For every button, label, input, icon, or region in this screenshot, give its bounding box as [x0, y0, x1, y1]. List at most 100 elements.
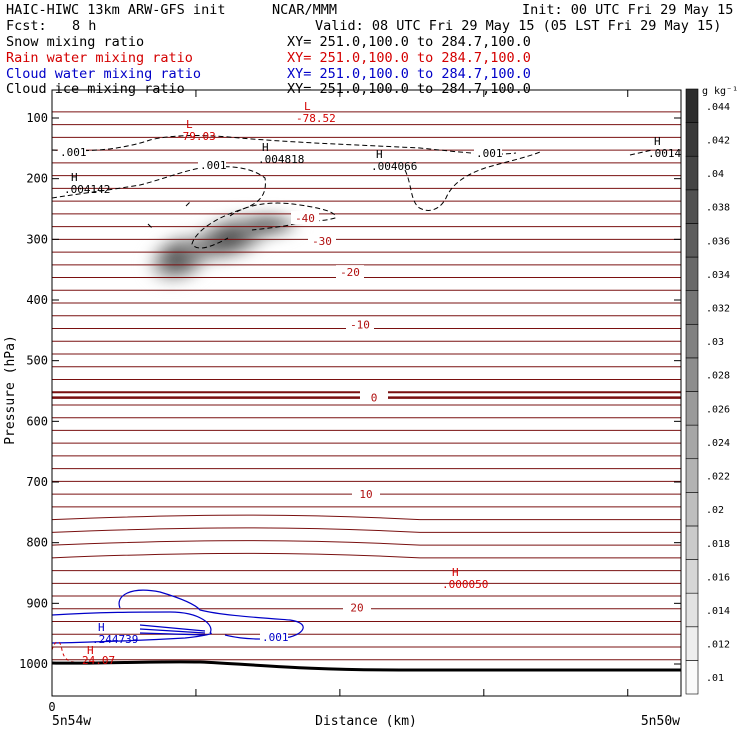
y-tick-label: 700 [26, 475, 48, 489]
y-tick-label: 400 [26, 293, 48, 307]
temperature-contour-label: -30 [312, 235, 332, 248]
extremum-value: .000050 [442, 578, 488, 591]
x-endpoint-right: 5n50w [641, 714, 680, 729]
colorbar-swatch [685, 424, 699, 460]
colorbar-label: .042 [706, 135, 730, 146]
model-title: HAIC-HIWC 13km ARW-GFS init [6, 2, 226, 18]
terrain-surface [52, 660, 681, 672]
colorbar-label: .016 [706, 572, 730, 583]
colorbar-label: .022 [706, 472, 730, 483]
colorbar-label: .036 [706, 236, 730, 247]
extremum-marker: L [304, 100, 311, 113]
colorbar: .01 .012 .014 .016 .018 .02 .022 .024 .026 .028 .0… [685, 88, 730, 695]
colorbar-swatch [685, 323, 699, 359]
colorbar-label: .028 [706, 371, 730, 382]
colorbar-label: .012 [706, 640, 730, 651]
mixing-ratio-contour-label: .001 [200, 159, 227, 172]
field-xy-snow: XY= 251.0,100.0 to 284.7,100.0 [287, 34, 531, 50]
colorbar-label: .03 [706, 337, 724, 348]
colorbar-swatch [685, 122, 699, 157]
colorbar-swatch [685, 290, 699, 325]
temperature-contour-label: -40 [295, 212, 315, 225]
field-name-snow: Snow mixing ratio [6, 34, 145, 50]
colorbar-swatch [685, 458, 699, 493]
forecast-hours: 8 h [72, 18, 97, 34]
colorbar-label: .02 [706, 505, 724, 516]
cloud-ice-contour [629, 149, 653, 156]
colorbar-swatch [685, 559, 699, 594]
y-axis-label: Pressure (hPa) [3, 335, 18, 445]
init-time: Init: 00 UTC Fri 29 May 15 [522, 2, 734, 18]
extremum-value: .004066 [371, 160, 417, 173]
extremum-marker: L [186, 118, 193, 131]
extremum-marker: H [376, 148, 383, 161]
extremum-marker: H [262, 141, 269, 154]
colorbar-swatch [685, 391, 699, 426]
colorbar-swatch [685, 660, 699, 695]
cloud-ice-contour [52, 166, 266, 249]
extremum-marker: H [71, 171, 78, 184]
colorbar-swatch [685, 626, 699, 661]
colorbar-label: .026 [706, 404, 730, 415]
extremum-value: .004142 [64, 183, 110, 196]
temperature-contour-label: -20 [340, 266, 360, 279]
temperature-contour-label: -10 [350, 318, 370, 331]
x-axis-ticks [51, 90, 629, 696]
colorbar-label: .032 [706, 303, 730, 314]
extremum-marker: H [87, 644, 94, 657]
cloud-water-contour [52, 611, 212, 634]
cloud-ice-contour [404, 151, 541, 211]
field-name-cloud-ice: Cloud ice mixing ratio [6, 81, 185, 97]
y-tick-label: 500 [26, 354, 48, 368]
colorbar-label: .014 [706, 606, 730, 617]
temperature-contour-label: 10 [359, 488, 372, 501]
y-tick-label: 200 [26, 172, 48, 186]
x-axis-label: Distance (km) [315, 714, 417, 729]
cloud-ice-contour [147, 201, 191, 229]
temperature-isotherm [52, 514, 681, 521]
temperature-contour-label: 20 [350, 602, 363, 615]
extremum-value: .0014 [648, 147, 681, 160]
x-endpoint-left: 5n54w [52, 714, 91, 729]
snow-mixing-ratio-shading [141, 207, 305, 288]
colorbar-swatch [685, 357, 699, 392]
colorbar-swatch [685, 256, 699, 291]
colorbar-label: .044 [706, 102, 730, 113]
extremum-value: -79.03 [176, 130, 216, 143]
plot-frame [51, 89, 682, 697]
y-tick-label: 800 [26, 536, 48, 550]
mixing-ratio-contour-label: .001 [476, 147, 503, 160]
colorbar-label: .038 [706, 203, 730, 214]
colorbar-swatch [685, 492, 699, 527]
extremum-value: .004818 [258, 153, 304, 166]
colorbar-swatch [685, 155, 699, 191]
colorbar-swatch [685, 223, 699, 258]
y-tick-label: 300 [26, 232, 48, 246]
field-xy-cloud-ice: XY= 251.0,100.0 to 284.7,100.0 [287, 81, 531, 97]
field-xy-cloud-water: XY= 251.0,100.0 to 284.7,100.0 [287, 66, 531, 82]
rain-water-contour [52, 641, 76, 663]
temperature-isotherm [52, 552, 681, 559]
mixing-ratio-contour-label: .001 [60, 146, 87, 159]
field-name-cloud-water: Cloud water mixing ratio [6, 66, 202, 82]
forecast-label: Fcst: [6, 18, 47, 34]
org-label: NCAR/MMM [272, 2, 338, 18]
cloud-water-contour [139, 624, 206, 636]
colorbar-swatch [685, 88, 699, 123]
colorbar-label: .018 [706, 539, 730, 550]
colorbar-label: .024 [706, 438, 730, 449]
colorbar-swatch [685, 189, 699, 224]
colorbar-label: .04 [706, 169, 724, 180]
cloud-water-contour [52, 632, 212, 644]
cloud-ice-contour [52, 135, 517, 155]
y-tick-label: 100 [26, 111, 48, 125]
x-tick-zero: 0 [48, 700, 55, 714]
y-tick-label: 1000 [19, 657, 48, 671]
extremum-value: -78.52 [296, 112, 336, 125]
extremum-marker: H [654, 135, 661, 148]
cloud-ice-contour [229, 202, 336, 231]
colorbar-swatch [685, 525, 699, 560]
field-name-rain: Rain water mixing ratio [6, 50, 193, 66]
extremum-marker: H [452, 566, 459, 579]
